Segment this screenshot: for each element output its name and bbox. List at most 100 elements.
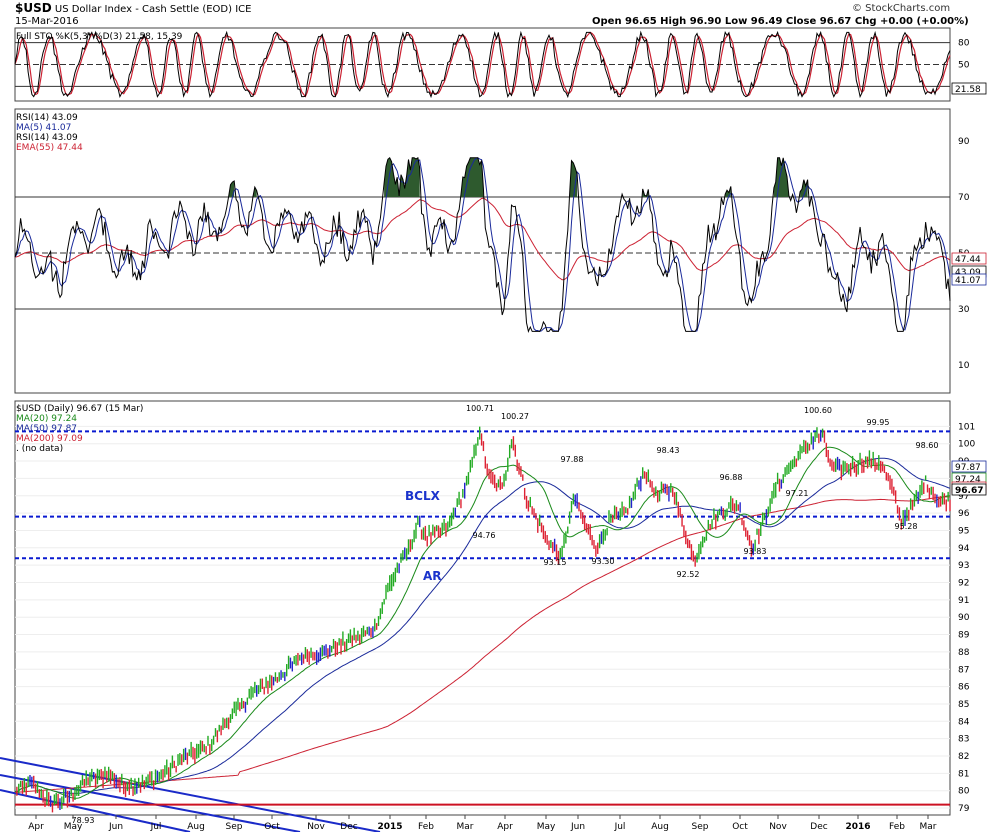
price-annotation: 78.93 [72, 816, 95, 825]
quote-summary: Open 96.65 High 96.90 Low 96.49 Close 96… [592, 16, 969, 27]
sto-last-value-label: 21.58 [955, 85, 981, 95]
rsi-last-value-label: 43.09 [955, 268, 981, 278]
price-annotation: 93.30 [592, 557, 615, 566]
price-tick-label: 88 [958, 648, 970, 658]
price-tick-label: 79 [958, 804, 970, 814]
price-tick-label: 86 [958, 683, 970, 693]
rsi-ma5-line [14, 157, 951, 332]
price-last-value-tag [951, 460, 987, 473]
sto-last-value-tag [951, 82, 987, 95]
x-axis-label: Oct [732, 822, 748, 832]
price-tick-label: 100 [958, 440, 975, 450]
rsi-legend-item-2: RSI(14) 43.09 [16, 133, 78, 143]
rsi-tick-label: 10 [958, 361, 970, 371]
price-tick-label: 96 [958, 509, 970, 519]
x-axis-label: May [537, 822, 556, 832]
x-axis-label: 2016 [845, 822, 870, 832]
rsi-tick-label: 90 [958, 137, 970, 147]
rsi-last-value-tag [951, 252, 987, 265]
price-legend-item: $USD (Daily) 96.67 (15 Mar) [16, 404, 144, 414]
credit-label: © StockCharts.com [852, 3, 951, 14]
price-annotation: 93.15 [544, 558, 567, 567]
x-axis-label: Jun [570, 822, 585, 832]
ma200-legend-item: MA(200) 97.09 [16, 434, 83, 444]
channel-line-mid [0, 774, 301, 832]
bclx-label: BCLX [405, 489, 441, 503]
sto-tick-label: 50 [958, 61, 970, 71]
price-annotation: 100.27 [501, 412, 529, 421]
price-tick-label: 92 [958, 579, 969, 589]
price-tick-label: 101 [958, 422, 975, 432]
price-annotation: 92.52 [677, 570, 700, 579]
panel-frame-3 [14, 400, 951, 816]
x-axis-label: Sep [226, 822, 243, 832]
chart-date: 15-Mar-2016 [15, 16, 79, 27]
rsi-overbought-fill [228, 157, 812, 197]
x-axis-label: Nov [769, 822, 787, 832]
price-tick-label: 81 [958, 769, 969, 779]
price-tick-label: 89 [958, 631, 970, 641]
price-annotation: 95.28 [895, 522, 918, 531]
ma200-line [14, 496, 950, 793]
price-legend: $USD (Daily) 96.67 (15 Mar) MA(20) 97.24… [16, 404, 143, 454]
x-axis-label: Oct [264, 822, 280, 832]
price-tick-label: 83 [958, 735, 969, 745]
price-tick-label: 94 [958, 544, 970, 554]
price-tick-label: 85 [958, 700, 969, 710]
ma50-line [14, 457, 951, 794]
rsi-last-value-tag [951, 273, 987, 286]
sto-tick-label: 80 [958, 39, 970, 49]
rsi-legend-item: RSI(14) 43.09 [16, 113, 78, 123]
rsi-line [14, 157, 951, 334]
rsi-tick-label: 30 [958, 305, 970, 315]
x-axis-label: Feb [418, 822, 434, 832]
rsi-tick-label: 70 [958, 193, 970, 203]
channel-line-lower [0, 789, 191, 832]
price-last-value-tag [951, 483, 987, 496]
price-annotation: 100.71 [466, 404, 494, 413]
sto-legend: Full STO %K(5,3) %D(3) 21.58, 15.39 [16, 32, 182, 42]
x-axis-label: Nov [307, 822, 325, 832]
exchange-label: ICE [235, 4, 252, 15]
ma5-legend-item: MA(5) 41.07 [16, 123, 72, 133]
price-tick-label: 84 [958, 717, 970, 727]
x-axis-label: Apr [497, 822, 513, 832]
price-tick-label: 95 [958, 526, 969, 536]
x-axis-label: Dec [340, 822, 357, 832]
nodata-legend-item: . (no data) [16, 444, 64, 454]
price-bars [16, 426, 951, 813]
x-axis-label: Mar [920, 822, 937, 832]
price-tick-label: 80 [958, 787, 970, 797]
x-axis-label: Apr [28, 822, 44, 832]
chart-title: $USD US Dollar Index - Cash Settle (EOD)… [15, 1, 251, 15]
x-axis-label: Dec [810, 822, 827, 832]
price-annotation: 99.95 [867, 418, 890, 427]
rsi-ema55-line [14, 197, 951, 281]
price-tick-label: 93 [958, 561, 969, 571]
price-annotation: 96.88 [720, 473, 743, 482]
rsi-legend: RSI(14) 43.09 MA(5) 41.07 RSI(14) 43.09 … [16, 113, 83, 153]
price-annotation: 98.60 [916, 441, 939, 450]
price-last-value-label: 97.24 [955, 475, 981, 485]
instrument-name: US Dollar Index - Cash Settle (EOD) [54, 4, 233, 15]
x-axis-label: Jun [108, 822, 123, 832]
price-tick-label: 82 [958, 752, 969, 762]
sto-k-line [14, 30, 951, 99]
x-axis-label: Jul [614, 822, 626, 832]
ma20-line [14, 446, 950, 799]
ma20-legend-item: MA(20) 97.24 [16, 414, 78, 424]
x-axis-label: Jul [150, 822, 162, 832]
price-tick-label: 91 [958, 596, 969, 606]
x-axis-label: Aug [651, 822, 669, 832]
price-tick-label: 97 [958, 492, 969, 502]
ma50-legend-item: MA(50) 97.87 [16, 424, 78, 434]
rsi-last-value-label: 47.44 [955, 255, 981, 265]
price-tick-label: 90 [958, 613, 970, 623]
channel-line-upper [0, 757, 381, 832]
price-annotation: 100.60 [804, 406, 832, 415]
ema55-legend-item: EMA(55) 47.44 [16, 143, 83, 153]
price-tick-label: 87 [958, 665, 969, 675]
price-annotation: 97.21 [786, 489, 809, 498]
price-annotation: 93.83 [744, 547, 767, 556]
